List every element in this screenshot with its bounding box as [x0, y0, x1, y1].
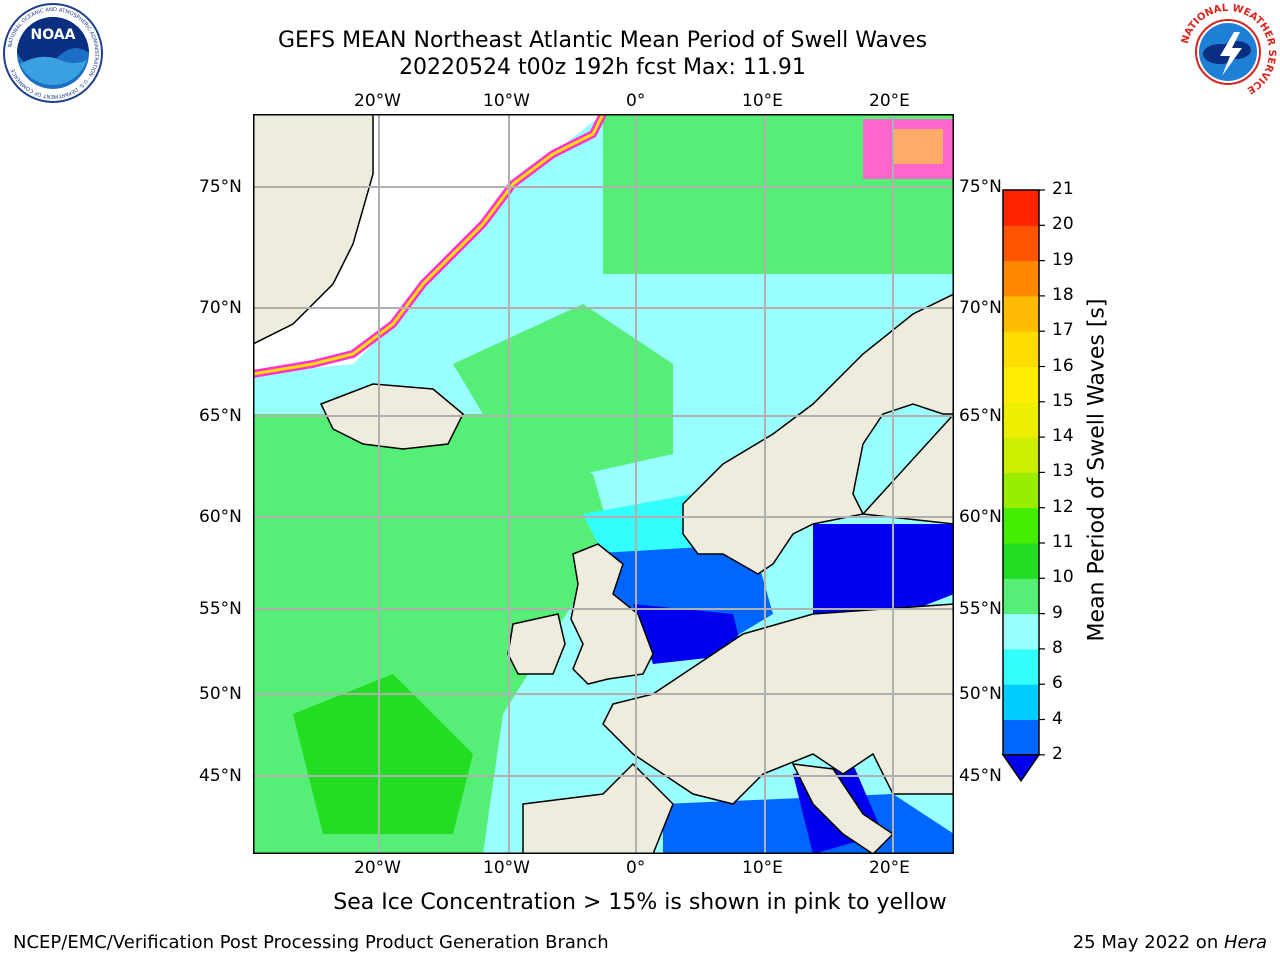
- lon-tick-bottom-5: 20°E: [869, 858, 910, 878]
- finland: [861, 412, 954, 525]
- lat-tick-left-45: 45°N: [199, 766, 242, 786]
- colorbar-tick-labels: 2 4 6 8 9 10 11 12 13 14 15 16 17 18 19 20 21: [1052, 0, 1092, 960]
- lat-tick-left-60: 60°N: [199, 507, 242, 527]
- ocean-field-under-2s-north-sea: [633, 604, 743, 664]
- colorbar-segment: [1003, 613, 1039, 650]
- colorbar-segment: [1003, 366, 1039, 403]
- colorbar-segment: [1003, 190, 1039, 226]
- lat-tick-left-70: 70°N: [199, 298, 242, 318]
- footer-credit: NCEP/EMC/Verification Post Processing Pr…: [13, 932, 609, 953]
- colorbar-tick-label: 20: [1052, 214, 1074, 235]
- lon-tick-bottom-4: 10°E: [742, 858, 783, 878]
- lat-tick-right-75: 75°N: [959, 177, 1002, 197]
- colorbar-tick-label: 11: [1052, 532, 1074, 552]
- graticule: [253, 114, 954, 854]
- lon-tick-top-5: 20°E: [869, 91, 910, 111]
- colorbar-segment: [1003, 225, 1039, 262]
- colorbar-segment: [1003, 543, 1039, 579]
- colorbar-tick-label: 15: [1052, 390, 1074, 411]
- lon-tick-bottom-3: 0°: [626, 858, 646, 878]
- lat-tick-right-65: 65°N: [959, 406, 1002, 426]
- barents-sea-ice-core: [893, 129, 943, 164]
- colorbar: [1001, 189, 1045, 783]
- scandinavia: [682, 293, 954, 575]
- lon-tick-top-2: 10°W: [483, 91, 530, 111]
- greenland: [253, 114, 374, 345]
- lat-tick-right-50: 50°N: [959, 684, 1002, 704]
- colorbar-tick-label: 4: [1052, 708, 1063, 729]
- swell-period-map: [253, 114, 954, 854]
- map-subtitle: 20220524 t00z 192h fcst Max: 11.91: [399, 55, 806, 80]
- colorbar-tick-label: 6: [1052, 673, 1063, 694]
- colorbar-label: Mean Period of Swell Waves [s]: [1084, 298, 1110, 642]
- colorbar-tick-label: 13: [1052, 461, 1074, 482]
- colorbar-segment: [1003, 648, 1039, 685]
- lat-tick-left-55: 55°N: [199, 599, 242, 619]
- continental-europe: [602, 603, 954, 805]
- colorbar-segment: [1003, 472, 1039, 509]
- colorbar-segment: [1003, 331, 1039, 367]
- ireland: [507, 613, 566, 675]
- colorbar-tick-label: 8: [1052, 637, 1063, 658]
- noaa-logo: NOAA NATIONAL OCEANIC AND ATMOSPHERIC AD…: [3, 3, 103, 103]
- nws-logo: NATIONAL WEATHER SERVICE: [1178, 2, 1278, 102]
- colorbar-segment: [1003, 684, 1039, 720]
- colorbar-segment: [1003, 507, 1039, 544]
- lon-tick-top-1: 20°W: [354, 91, 401, 111]
- lat-tick-left-65: 65°N: [199, 406, 242, 426]
- lat-tick-left-50: 50°N: [199, 684, 242, 704]
- lon-tick-bottom-1: 20°W: [354, 858, 401, 878]
- lat-tick-right-45: 45°N: [959, 766, 1002, 786]
- ocean-field-10-11s: [293, 674, 473, 834]
- colorbar-tick-label: 14: [1052, 426, 1074, 447]
- noaa-logo-text: NOAA: [31, 27, 76, 43]
- colorbar-under-extend: [1001, 754, 1041, 783]
- lon-tick-bottom-2: 10°W: [483, 858, 530, 878]
- ocean-field-under-2s-baltic: [813, 524, 954, 614]
- footer-date: 25 May 2022 on Hera: [1073, 932, 1267, 953]
- colorbar-tick-label: 16: [1052, 355, 1074, 376]
- lat-tick-right-55: 55°N: [959, 599, 1002, 619]
- map-title: GEFS MEAN Northeast Atlantic Mean Period…: [277, 28, 928, 53]
- footer-date-text: 25 May 2022 on: [1072, 932, 1224, 953]
- footer-host: Hera: [1223, 932, 1267, 953]
- colorbar-segment: [1003, 401, 1039, 438]
- colorbar-tick-label: 21: [1052, 179, 1074, 199]
- sea-ice-edge-inner: [253, 114, 605, 376]
- sea-ice-caption: Sea Ice Concentration > 15% is shown in …: [333, 890, 947, 915]
- colorbar-tick-label: 17: [1052, 320, 1074, 341]
- great-britain: [570, 543, 654, 685]
- colorbar-tick-label: 10: [1052, 567, 1074, 588]
- colorbar-tick-label: 2: [1052, 743, 1063, 764]
- lat-tick-left-75: 75°N: [199, 177, 242, 197]
- lon-tick-top-4: 10°E: [742, 91, 783, 111]
- colorbar-segment: [1003, 719, 1039, 756]
- colorbar-tick-label: 18: [1052, 284, 1074, 305]
- colorbar-segment: [1003, 437, 1039, 473]
- colorbar-segment: [1003, 295, 1039, 332]
- lat-tick-right-70: 70°N: [959, 298, 1002, 318]
- colorbar-segment: [1003, 260, 1039, 297]
- lat-tick-right-60: 60°N: [959, 507, 1002, 527]
- lon-tick-top-3: 0°: [626, 91, 646, 111]
- colorbar-tick-label: 19: [1052, 249, 1074, 270]
- colorbar-tick-label: 9: [1052, 602, 1063, 623]
- colorbar-segment: [1003, 578, 1039, 615]
- colorbar-tick-label: 12: [1052, 496, 1074, 517]
- map-frame: [253, 114, 954, 854]
